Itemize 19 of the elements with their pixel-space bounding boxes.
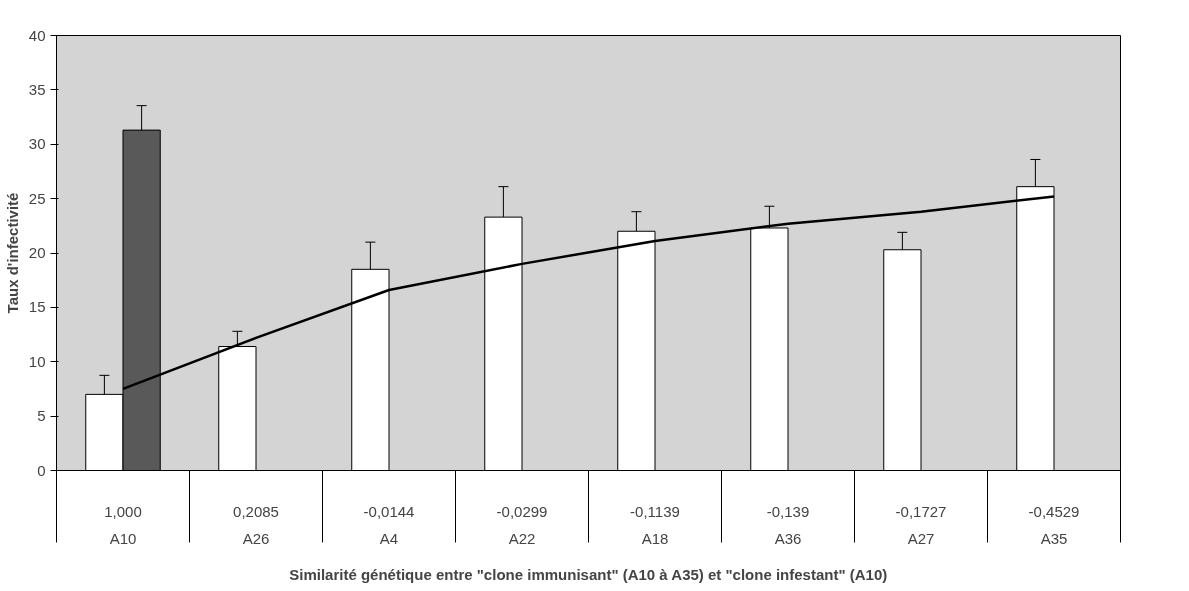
- y-tick-label: 25: [28, 189, 46, 207]
- x-tick-label: -0,0144 A4: [363, 502, 415, 547]
- x-tick-label: -0,1727 A27: [895, 502, 947, 547]
- x-tick-label: 1,000 A10: [104, 502, 142, 547]
- y-tick-label: 5: [37, 407, 46, 425]
- x-tick-label: -0,0299 A22: [496, 502, 548, 547]
- x-tick-label: -0,139 A36: [766, 502, 810, 547]
- y-tick-label: 30: [28, 135, 46, 153]
- x-tick-label: -0,4529 A35: [1028, 502, 1080, 547]
- x-tick-label: -0,1139 A18: [630, 502, 680, 547]
- y-tick-label: 35: [28, 80, 46, 98]
- y-axis-title: Taux d'infectivité: [3, 192, 21, 314]
- y-tick-label: 20: [28, 244, 46, 261]
- y-tick-label: 10: [28, 352, 46, 370]
- y-tick-label: 15: [28, 298, 46, 316]
- x-tick-label: 0,2085 A26: [233, 502, 279, 547]
- y-tick-label: 40: [28, 26, 46, 44]
- y-tick-label: 0: [37, 461, 46, 479]
- x-axis-title: Similarité génétique entre "clone immunisant" (A10 à A35) et "clone infestant" (A10): [289, 565, 888, 583]
